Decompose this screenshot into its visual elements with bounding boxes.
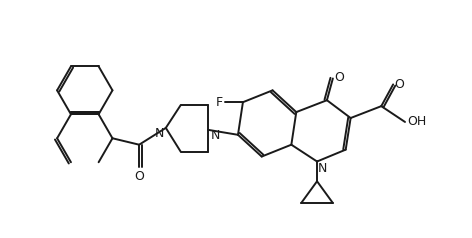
Text: O: O	[134, 170, 144, 183]
Text: O: O	[334, 71, 344, 84]
Text: O: O	[394, 78, 404, 91]
Text: OH: OH	[407, 115, 426, 129]
Text: N: N	[318, 163, 328, 175]
Text: N: N	[154, 127, 164, 140]
Text: N: N	[211, 129, 219, 142]
Text: F: F	[216, 96, 223, 109]
